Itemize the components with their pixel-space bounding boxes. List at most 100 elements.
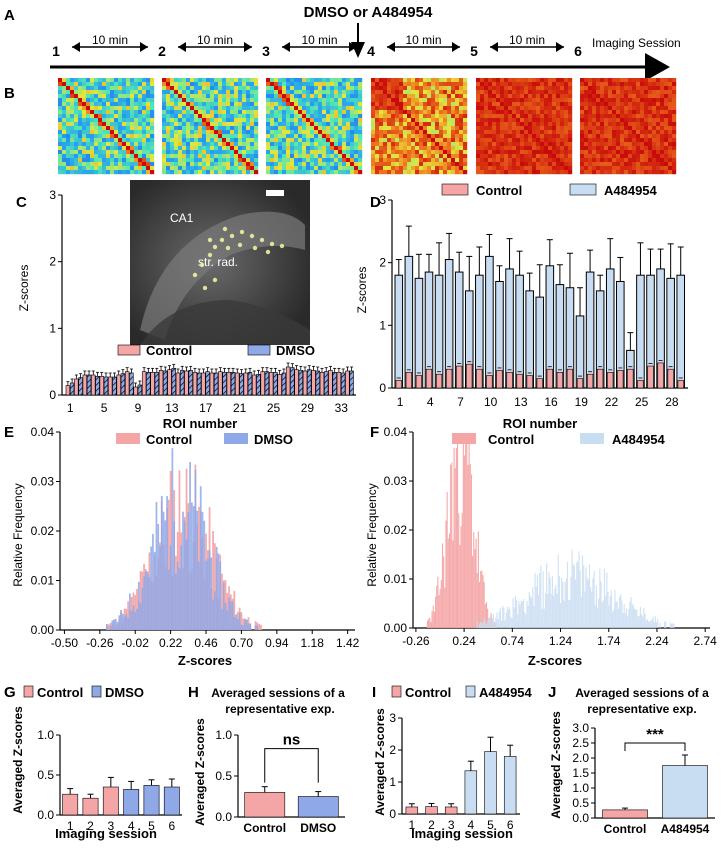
heatmap-cell [524, 114, 529, 119]
heatmap-cell [102, 114, 107, 119]
hist-bar-control [429, 617, 431, 628]
heatmap-cell [170, 130, 175, 135]
heatmap-cell [118, 78, 123, 83]
heatmap-cell [439, 114, 444, 119]
heatmap-cell [548, 114, 553, 119]
heatmap-cell [162, 102, 167, 107]
heatmap-cell [648, 110, 653, 115]
heatmap-cell [584, 110, 589, 115]
heatmap-cell [118, 162, 123, 167]
heatmap-cell [102, 170, 107, 175]
heatmap-cell [640, 162, 645, 167]
hist-bar-a484954 [649, 621, 651, 628]
heatmap-cell [560, 110, 565, 115]
heatmap-cell [520, 106, 525, 111]
panel-G-chart: Control DMSO Averaged Z-scores Imaging s… [11, 685, 182, 841]
heatmap-cell [672, 138, 677, 143]
g-legend-dmso: DMSO [105, 685, 144, 700]
heatmap-cell [375, 102, 380, 107]
heatmap-cell [656, 166, 661, 171]
heatmap-cell [612, 110, 617, 115]
hist-bar-a484954 [505, 612, 507, 628]
heatmap-cell [318, 118, 323, 123]
heatmap-cell [628, 142, 633, 147]
heatmap-cell [186, 102, 191, 107]
bar-dmso [129, 372, 134, 396]
heatmap-cell [182, 94, 187, 99]
heatmap-cell [528, 78, 533, 83]
heatmap-cell [568, 130, 573, 135]
heatmap-cell [222, 134, 227, 139]
heatmap-cell [492, 114, 497, 119]
heatmap-cell [556, 106, 561, 111]
heatmap-cell [580, 94, 585, 99]
heatmap-cell [66, 170, 71, 175]
heatmap-cell [310, 98, 315, 103]
heatmap-cell [202, 134, 207, 139]
heatmap-cell [194, 134, 199, 139]
heatmap-cell [652, 90, 657, 95]
heatmap-cell [532, 86, 537, 91]
heatmap-cell [616, 86, 621, 91]
heatmap-cell [298, 134, 303, 139]
heatmap-cell [182, 166, 187, 171]
x-tick-label: 9 [135, 401, 142, 415]
heatmap-cell [632, 170, 637, 175]
y-tick-label: 3 [389, 711, 396, 725]
hist-bar-dmso [153, 551, 156, 630]
heatmap-cell [608, 158, 613, 163]
heatmap-cell [540, 78, 545, 83]
heatmap-cell [118, 86, 123, 91]
heatmap-cell [302, 102, 307, 107]
heatmap-cell [346, 162, 351, 167]
heatmap-cell [174, 102, 179, 107]
heatmap-cell [427, 110, 432, 115]
bar-6 [163, 786, 180, 816]
heatmap-cell [512, 134, 517, 139]
heatmap-cell [508, 138, 513, 143]
heatmap-cell [226, 122, 231, 127]
heatmap-cell [556, 158, 561, 163]
heatmap-cell [254, 114, 259, 119]
heatmap-cell [146, 154, 151, 159]
heatmap-cell [170, 106, 175, 111]
heatmap-cell [146, 102, 151, 107]
bar-control [133, 386, 138, 396]
heatmap-cell [130, 162, 135, 167]
hist-bar-control [441, 543, 444, 628]
hist-bar-dmso [199, 486, 202, 630]
hist-bar-a484954 [654, 616, 656, 628]
heatmap-cell [134, 98, 139, 103]
heatmap-cell [122, 94, 127, 99]
heatmap-cell [568, 126, 573, 131]
bar-dmso [273, 372, 278, 396]
heatmap-cell [439, 170, 444, 175]
heatmap-cell [278, 114, 283, 119]
heatmap-cell [282, 78, 287, 83]
heatmap-cell [274, 138, 279, 143]
hist-bar-control [426, 620, 429, 628]
heatmap-cell [552, 78, 557, 83]
heatmap-cell [290, 166, 295, 171]
heatmap-cell [146, 146, 151, 151]
heatmap-cell [210, 94, 215, 99]
heatmap-cell [504, 158, 509, 163]
heatmap-cell [564, 154, 569, 159]
heatmap-cell [592, 150, 597, 155]
heatmap-cell [391, 114, 396, 119]
heatmap-cell [451, 162, 456, 167]
heatmap-cell [652, 158, 657, 163]
heatmap-cell [170, 118, 175, 123]
heatmap-cell [318, 90, 323, 95]
heatmap-cell [322, 126, 327, 131]
heatmap-cell [536, 110, 541, 115]
heatmap-cell [508, 166, 513, 171]
heatmap-cell [628, 162, 633, 167]
i-ylabel: Averaged Z-scores [373, 708, 387, 816]
heatmap-cell [170, 90, 175, 95]
heatmap-cell [58, 122, 63, 127]
heatmap-cell [330, 138, 335, 143]
heatmap-cell [358, 130, 363, 135]
heatmap-cell [447, 106, 452, 111]
heatmap-cell [391, 158, 396, 163]
